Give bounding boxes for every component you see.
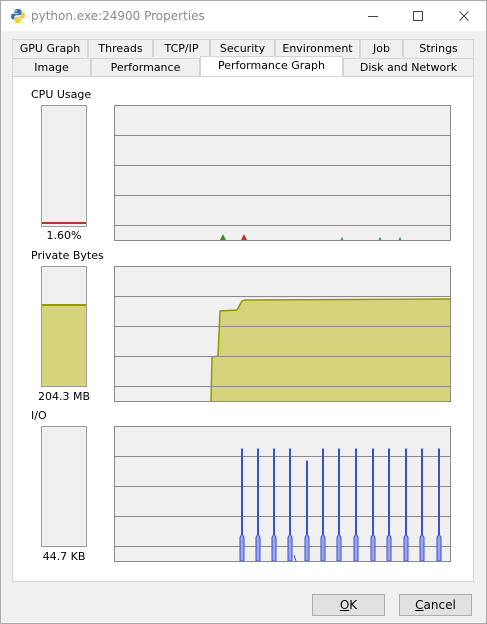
io-spike: [370, 448, 376, 561]
io-spike: [304, 460, 310, 561]
tab-image[interactable]: Image: [12, 58, 91, 76]
window-title: python.exe:24900 Properties: [31, 9, 205, 23]
ok-mnemonic: O: [339, 598, 350, 612]
cpu-usage-graph: [114, 105, 451, 241]
maximize-icon: [413, 11, 423, 21]
io-value: 44.7 KB: [42, 550, 86, 563]
close-button[interactable]: [441, 1, 487, 31]
io-spike: [287, 448, 293, 561]
python-icon: [11, 9, 25, 23]
ok-button[interactable]: OK: [312, 594, 385, 616]
io-spike: [403, 448, 409, 561]
maximize-button[interactable]: [395, 1, 441, 31]
cpu-usage-level: [42, 222, 86, 224]
private-bytes-level: [42, 304, 86, 386]
tab-environment[interactable]: Environment: [275, 39, 360, 57]
private-bytes-meter: [41, 266, 87, 387]
private-bytes-label: Private Bytes: [31, 249, 104, 262]
io-spike: [271, 448, 277, 561]
io-spike: [419, 448, 425, 561]
io-spike: [320, 448, 326, 561]
cancel-label-rest: ancel: [423, 598, 456, 612]
cancel-mnemonic: C: [415, 598, 424, 612]
tab-performance-graph[interactable]: Performance Graph: [200, 56, 343, 76]
ok-label-rest: K: [349, 598, 358, 612]
tab-strings[interactable]: Strings: [403, 39, 474, 57]
io-label: I/O: [31, 409, 47, 422]
io-spike: [336, 448, 342, 561]
cpu-usage-meter: [41, 105, 87, 227]
tab-tcp-ip[interactable]: TCP/IP: [153, 39, 210, 57]
io-meter: [41, 426, 87, 547]
cpu-spike-total: [241, 234, 247, 240]
close-icon: [459, 11, 469, 21]
cpu-usage-value: 1.60%: [46, 229, 82, 242]
minimize-icon: [368, 16, 378, 17]
minimize-button[interactable]: [350, 1, 396, 31]
io-graph: [114, 426, 451, 562]
cpu-usage-label: CPU Usage: [31, 88, 92, 101]
io-spike: [353, 448, 359, 561]
tab-security[interactable]: Security: [210, 39, 275, 57]
private-bytes-graph: [114, 266, 451, 402]
private-bytes-value: 204.3 MB: [37, 390, 91, 403]
tab-job[interactable]: Job: [360, 39, 403, 57]
io-spike-tail: [293, 554, 297, 561]
tab-threads[interactable]: Threads: [88, 39, 153, 57]
io-spike: [386, 448, 392, 561]
tab-performance[interactable]: Performance: [91, 58, 200, 76]
tab-disk-and-network[interactable]: Disk and Network: [343, 58, 474, 76]
io-spike: [436, 448, 442, 561]
cancel-button[interactable]: Cancel: [399, 594, 472, 616]
io-spike: [239, 448, 245, 561]
io-spike: [255, 448, 261, 561]
tab-gpu-graph[interactable]: GPU Graph: [12, 39, 88, 57]
title-bar: python.exe:24900 Properties: [1, 1, 486, 31]
